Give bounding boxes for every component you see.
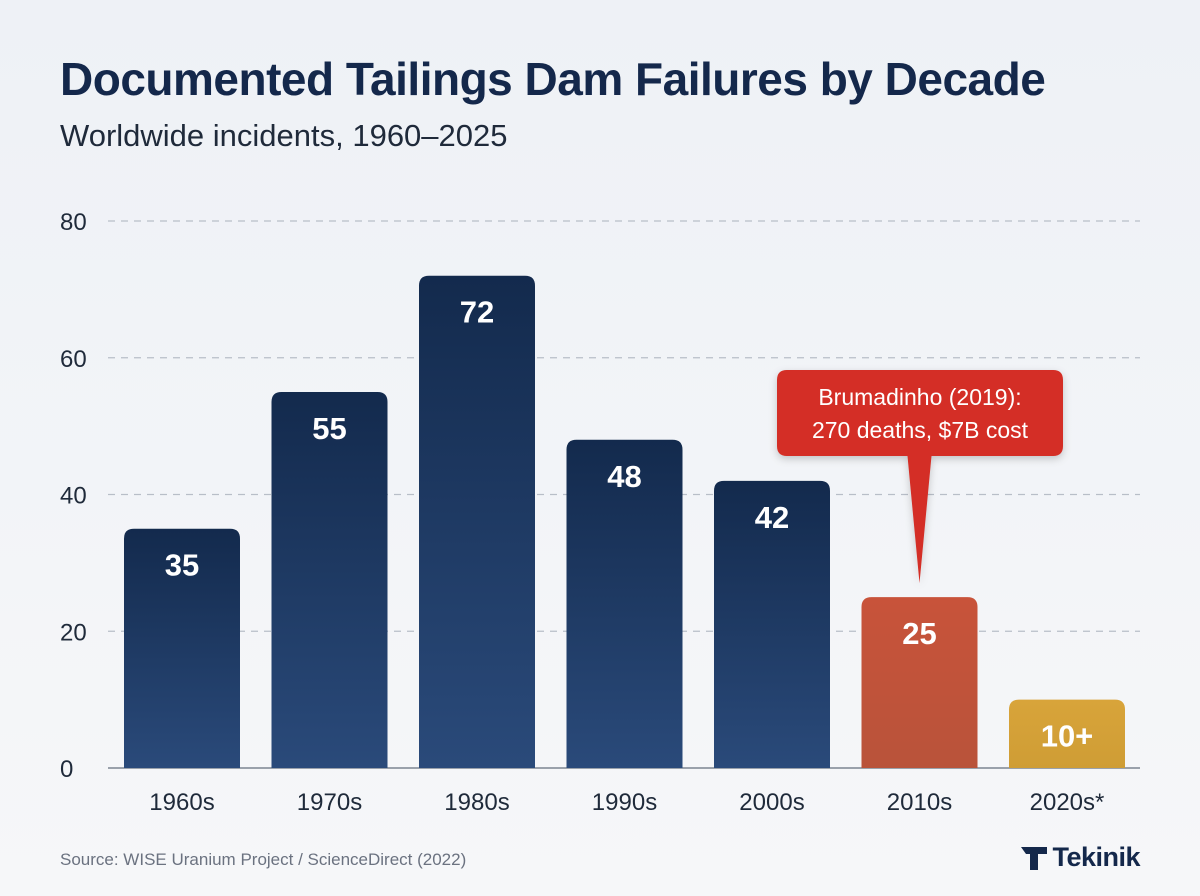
x-tick-label: 2000s: [739, 789, 804, 816]
bar-value-label: 55: [312, 411, 346, 446]
bar-1990s: [566, 439, 683, 768]
x-tick-label: 1980s: [444, 789, 509, 816]
y-tick-label: 0: [60, 756, 73, 783]
x-tick-label: 1970s: [297, 789, 362, 816]
brand-logo: Tekinik: [1020, 842, 1140, 873]
bar-2010s: [861, 597, 978, 768]
bar-value-label: 25: [902, 616, 936, 651]
bar-value-label: 10+: [1041, 719, 1094, 754]
bar-value-label: 48: [607, 459, 641, 494]
bar-2020s*: [1009, 699, 1125, 768]
annotation-text: Brumadinho (2019):: [818, 384, 1021, 410]
x-tick-label: 2020s*: [1030, 789, 1105, 816]
x-tick-label: 1960s: [149, 789, 214, 816]
y-tick-label: 80: [60, 209, 87, 236]
bar-1980s: [419, 275, 535, 768]
chart-subtitle: Worldwide incidents, 1960–2025: [60, 118, 508, 153]
y-tick-label: 60: [60, 346, 87, 373]
bar-value-label: 72: [460, 295, 494, 330]
brand-name: Tekinik: [1052, 842, 1140, 872]
y-tick-label: 40: [60, 483, 87, 510]
annotation-callout: [777, 370, 1063, 584]
bar-1960s: [124, 528, 240, 768]
y-tick-label: 20: [60, 619, 87, 646]
bar-2000s: [714, 480, 830, 768]
x-tick-label: 2010s: [887, 789, 952, 816]
bar-value-label: 42: [755, 500, 789, 535]
chart-title: Documented Tailings Dam Failures by Deca…: [60, 53, 1046, 105]
bar-value-label: 35: [165, 548, 199, 583]
annotation-text: 270 deaths, $7B cost: [812, 417, 1029, 443]
tekinik-logo-icon: [1021, 846, 1048, 870]
source-note: Source: WISE Uranium Project / ScienceDi…: [60, 850, 467, 869]
bar-1970s: [271, 391, 388, 768]
x-tick-label: 1990s: [592, 789, 657, 816]
